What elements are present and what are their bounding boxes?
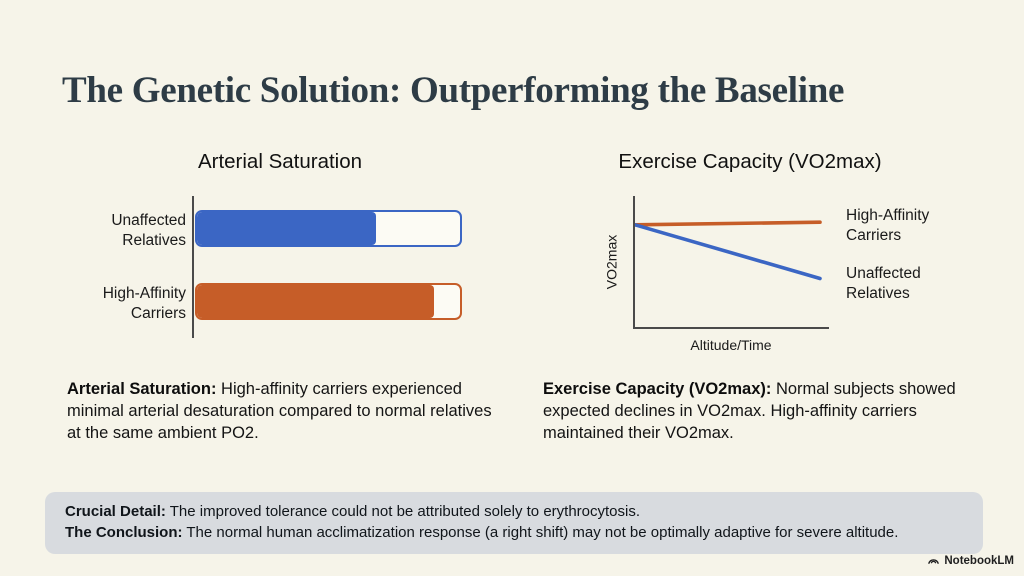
note-arterial-lead: Arterial Saturation: [67,380,217,398]
line-chart-series [635,220,822,281]
bar-chart-title: Arterial Saturation [197,150,363,173]
note-arterial-saturation: Arterial Saturation: High-affinity carri… [67,379,495,445]
callout-crucial-detail-text: The improved tolerance could not be attr… [165,503,641,520]
line-chart-xlabel: Altitude/Time [690,337,772,353]
line-chart-title: Exercise Capacity (VO2max) [618,150,882,173]
page-title: The Genetic Solution: Outperforming the … [62,69,845,111]
callout-crucial-detail: Crucial Detail: The improved tolerance c… [65,501,963,522]
callout-conclusion-text: The normal human acclimatization respons… [182,524,899,542]
callout-conclusion-lead: The Conclusion: [65,524,183,542]
callout-crucial-detail-lead: Crucial Detail: [65,503,166,520]
line-chart-ylabel: VO2max [603,234,620,290]
notebooklm-brand: NotebookLM [927,554,1014,567]
note-exercise-text: Normal subjects showed expected declines… [543,380,956,442]
bar-track-carriers [195,283,462,320]
bar-fill-unaffected [197,212,376,245]
note-exercise-capacity: Exercise Capacity (VO2max): Normal subje… [543,379,971,445]
line-chart-plot-area [633,196,829,329]
line-series-label-unaffected: Unaffected Relatives [846,265,921,302]
notebooklm-brand-label: NotebookLM [944,554,1014,567]
note-arterial-text: High-affinity carriers experienced minim… [67,380,492,442]
bar-category-label-carriers: High-Affinity Carriers [102,285,186,322]
bar-fill-carriers [197,285,434,318]
line-series-label-carriers: High-Affinity Carriers [846,207,930,244]
bar-category-label-unaffected: Unaffected Relatives [111,212,186,249]
notebooklm-logo-icon [927,554,940,567]
callout-box: Crucial Detail: The improved tolerance c… [45,492,983,554]
note-exercise-lead: Exercise Capacity (VO2max): [543,380,772,398]
callout-conclusion: The Conclusion: The normal human acclima… [65,522,963,543]
bar-chart-y-axis [192,196,194,338]
bar-track-unaffected [195,210,462,247]
